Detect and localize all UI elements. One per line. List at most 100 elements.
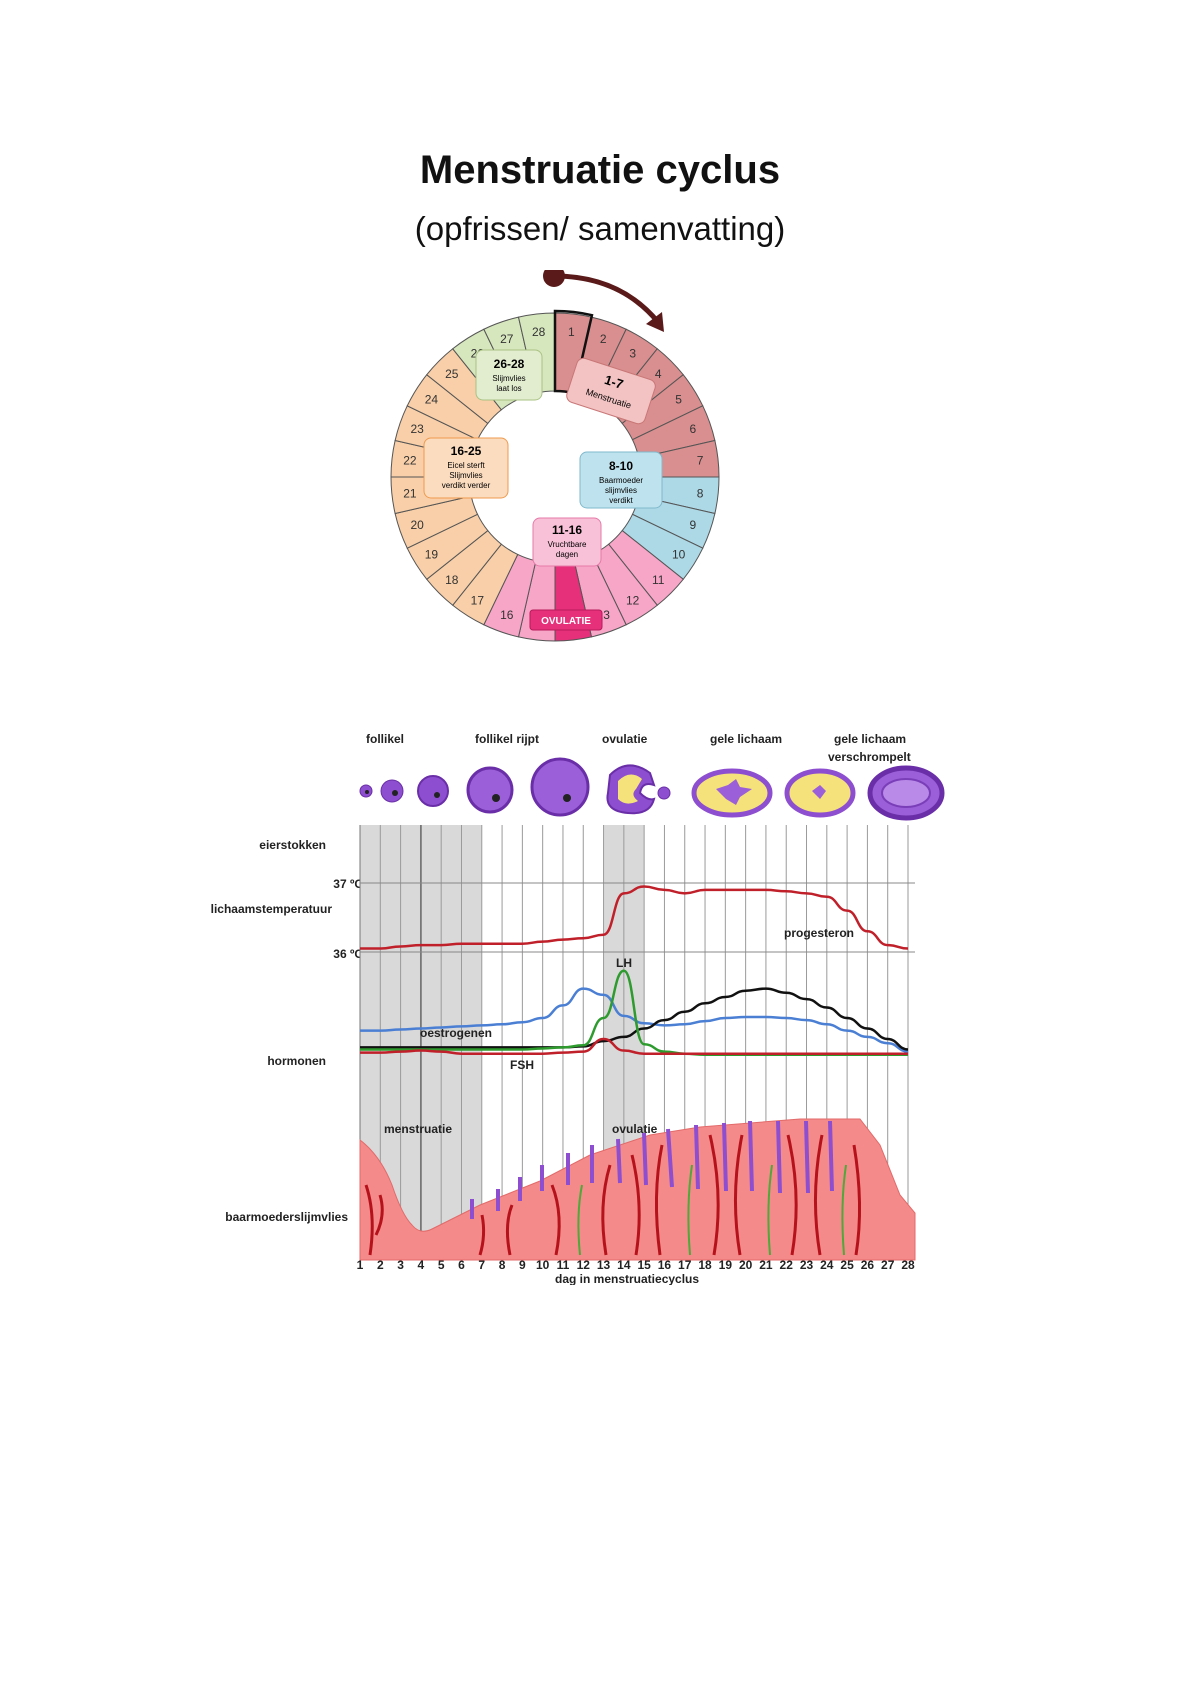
wheel-day-label: 18 <box>445 573 459 587</box>
corpus-luteum-icon <box>691 768 773 818</box>
x-tick-label: 20 <box>739 1258 753 1272</box>
x-tick-label: 3 <box>397 1258 404 1272</box>
wheel-day-label: 2 <box>600 332 607 346</box>
x-tick-label: 23 <box>800 1258 814 1272</box>
x-tick-label: 17 <box>678 1258 692 1272</box>
x-tick-label: 27 <box>881 1258 895 1272</box>
row-label-ovaries: eierstokken <box>259 838 326 852</box>
wheel-day-label: 28 <box>532 325 546 339</box>
x-tick-label: 16 <box>658 1258 672 1272</box>
corpus-luteum-icon <box>784 768 856 818</box>
follicle-icon <box>359 784 373 798</box>
x-tick-label: 12 <box>577 1258 591 1272</box>
follicle-label-line: verschrompelt <box>828 750 911 764</box>
x-tick-label: 26 <box>861 1258 875 1272</box>
x-tick-label: 14 <box>617 1258 631 1272</box>
row-label-temperature: lichaamstemperatuur <box>211 902 333 916</box>
wheel-day-label: 27 <box>500 332 514 346</box>
phase-range: 16-25 <box>451 444 482 458</box>
x-tick-label: 15 <box>637 1258 651 1272</box>
menstruation-label: menstruatie <box>384 1122 452 1136</box>
phase-label-line: Slijmvlies <box>492 374 525 383</box>
follicle-label: follikel rijpt <box>475 732 539 746</box>
follicle-labels: follikel follikel rijpt ovulatie gele li… <box>366 732 911 764</box>
ovulation-chart-label: ovulatie <box>612 1122 658 1136</box>
series-line-lichaamstemperatuur <box>360 885 909 950</box>
follicle-label-line: gele lichaam <box>834 732 906 746</box>
x-tick-label: 4 <box>418 1258 425 1272</box>
follicle-icon <box>466 766 514 814</box>
wheel-day-label: 24 <box>425 392 439 406</box>
phase-label-line: Baarmoeder <box>599 476 643 485</box>
follicle-icon <box>417 775 449 807</box>
wheel-day-label: 25 <box>445 367 459 381</box>
wheel-day-label: 9 <box>689 518 696 532</box>
phase-range: 8-10 <box>609 459 633 473</box>
wheel-day-label: 19 <box>425 548 439 562</box>
cycle-wheel: 1234567891011121314151617181920212223242… <box>390 270 720 642</box>
endometrium-glands <box>470 1120 834 1219</box>
x-axis-title: dag in menstruatiecyclus <box>555 1272 699 1285</box>
x-tick-label: 1 <box>357 1258 364 1272</box>
endometrium-illustration <box>359 1118 916 1261</box>
phase-box-thickened: 8-10 Baarmoeder slijmvlies verdikt <box>579 451 663 509</box>
phase-range: 11-16 <box>552 523 582 537</box>
hormone-cycle-chart: follikel follikel rijpt ovulatie gele li… <box>211 732 945 1285</box>
temp-tick-37: 37 ºC <box>333 877 363 891</box>
wheel-day-label: 23 <box>411 422 425 436</box>
hormone-curves <box>359 885 909 1056</box>
row-labels: eierstokken lichaamstemperatuur hormonen… <box>211 838 364 1224</box>
phase-label-line: verdikt <box>609 496 633 505</box>
x-tick-label: 25 <box>840 1258 854 1272</box>
follicle-icon <box>380 779 404 803</box>
annotations: menstruatie ovulatie dag in menstruatiec… <box>384 1122 699 1285</box>
wheel-day-label: 20 <box>411 518 425 532</box>
phase-label-line: slijmvlies <box>605 486 637 495</box>
follicle-icon <box>530 757 590 817</box>
ovulating-follicle-icon <box>606 764 671 815</box>
wheel-day-label: 21 <box>403 486 417 500</box>
x-tick-label: 7 <box>478 1258 485 1272</box>
phase-range: 1-7 <box>603 372 626 392</box>
series-labels: oestrogenen progesteron LH FSH <box>420 926 854 1072</box>
wheel-day-label: 5 <box>675 392 682 406</box>
x-tick-label: 18 <box>698 1258 712 1272</box>
wheel-day-label: 11 <box>652 573 665 587</box>
x-tick-label: 5 <box>438 1258 445 1272</box>
x-tick-label: 6 <box>458 1258 465 1272</box>
phase-label-line: dagen <box>556 550 578 559</box>
endometrium-green-vessels <box>577 1164 847 1256</box>
phase-box-shedding: 26-28 Slijmvlies laat los <box>475 349 543 401</box>
wheel-day-label: 7 <box>697 454 704 468</box>
wheel-day-label: 1 <box>568 325 575 339</box>
x-tick-label: 10 <box>536 1258 550 1272</box>
wheel-day-label: 6 <box>689 422 696 436</box>
phase-range: 26-28 <box>494 357 525 371</box>
ovulation-badge: OVULATIE <box>529 609 603 631</box>
phase-label-line: laat los <box>496 384 521 393</box>
ovulation-badge-label: OVULATIE <box>541 616 591 627</box>
phase-label-line: Vruchtbare <box>548 540 587 549</box>
series-line-oestrogenen <box>360 987 909 1053</box>
series-label-oestrogenen: oestrogenen <box>420 1026 492 1040</box>
ovary-follicle-illustrations <box>359 757 945 821</box>
x-tick-label: 8 <box>499 1258 506 1272</box>
wheel-day-label: 12 <box>626 594 640 608</box>
phase-box-fertile: 11-16 Vruchtbare dagen <box>532 517 602 567</box>
follicle-label: ovulatie <box>602 732 648 746</box>
phase-label-line: Slijmvlies <box>449 471 482 480</box>
follicle-label: follikel <box>366 732 404 746</box>
x-tick-label: 13 <box>597 1258 611 1272</box>
series-label-lh: LH <box>616 956 632 970</box>
phase-box-menstruation: 1-7 Menstruatie <box>566 357 656 425</box>
x-tick-label: 22 <box>780 1258 794 1272</box>
series-line-progesteron <box>359 987 909 1051</box>
page-subtitle: (opfrissen/ samenvatting) <box>414 210 786 247</box>
row-label-hormones: hormonen <box>267 1054 326 1068</box>
wheel-day-label: 16 <box>500 608 514 622</box>
wheel-day-label: 10 <box>672 548 686 562</box>
x-axis-ticks: 1 2 3 4 5 6 7 8 9 10 11 12 13 14 15 16 17 18 19 20 21 22 23 24 2… <box>357 1258 915 1272</box>
wheel-day-label: 17 <box>471 594 485 608</box>
phase-box-egg-dies: 16-25 Eicel sterft Slijmvlies verdikt ve… <box>423 437 509 499</box>
row-label-endometrium: baarmoederslijmvlies <box>225 1210 348 1224</box>
